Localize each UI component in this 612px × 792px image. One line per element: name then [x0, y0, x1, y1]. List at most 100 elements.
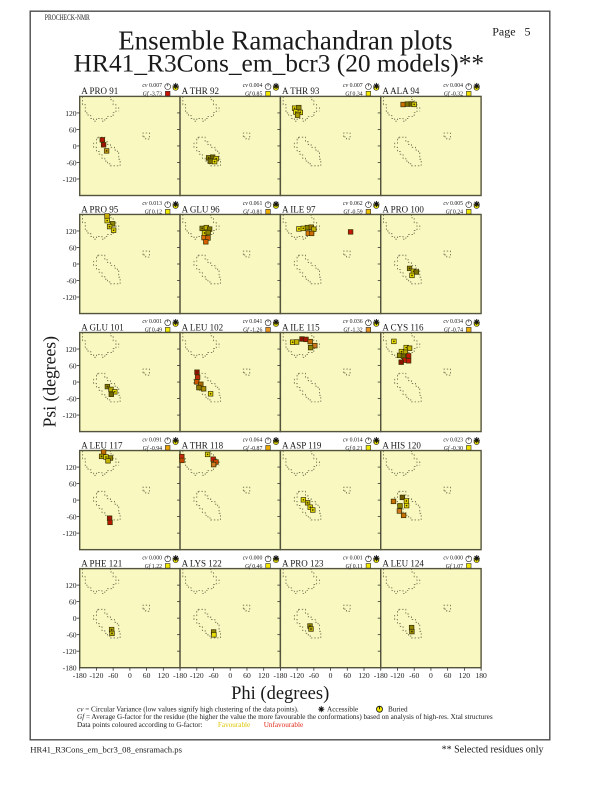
- svg-text:Gf = Average G-factor for the: Gf = Average G-factor for the residue (t…: [77, 713, 493, 721]
- svg-text:A PRO 123: A PRO 123: [282, 558, 324, 568]
- svg-text:-180: -180: [63, 664, 77, 673]
- svg-text:Gf -0.59: Gf -0.59: [343, 209, 362, 216]
- svg-text:-180: -180: [73, 671, 87, 680]
- svg-text:cv 0.001: cv 0.001: [142, 319, 162, 325]
- svg-text:-120: -120: [290, 671, 304, 680]
- svg-text:cv 0.091: cv 0.091: [142, 437, 162, 443]
- svg-text:120: 120: [65, 463, 77, 472]
- svg-text:HR41_R3Cons_em_bcr3 (20 models: HR41_R3Cons_em_bcr3 (20 models)**: [74, 50, 484, 78]
- svg-text:0: 0: [73, 142, 77, 151]
- svg-text:A PRO 91: A PRO 91: [81, 86, 118, 96]
- svg-text:cv 0.064: cv 0.064: [243, 437, 263, 443]
- svg-text:Gf 1.07: Gf 1.07: [446, 563, 464, 570]
- svg-text:Gf -3.73: Gf -3.73: [143, 91, 162, 98]
- svg-text:0: 0: [73, 378, 77, 387]
- svg-text:cv 0.041: cv 0.041: [243, 319, 263, 325]
- svg-text:cv 0.014: cv 0.014: [343, 437, 363, 443]
- svg-text:-60: -60: [108, 671, 118, 680]
- svg-text:-180: -180: [374, 671, 388, 680]
- svg-text:120: 120: [65, 581, 77, 590]
- svg-text:60: 60: [69, 125, 77, 134]
- svg-text:-120: -120: [63, 647, 77, 656]
- svg-text:Gf -0.32: Gf -0.32: [444, 91, 463, 98]
- svg-text:cv 0.013: cv 0.013: [142, 201, 162, 207]
- svg-text:Unfavourable: Unfavourable: [264, 721, 304, 729]
- svg-text:Buried: Buried: [388, 705, 408, 713]
- svg-text:A HIS 120: A HIS 120: [382, 440, 421, 450]
- svg-text:120: 120: [65, 345, 77, 354]
- svg-text:-60: -60: [66, 394, 76, 403]
- svg-text:60: 60: [143, 671, 151, 680]
- svg-text:120: 120: [459, 671, 471, 680]
- svg-text:Ensemble Ramachandran plots: Ensemble Ramachandran plots: [118, 26, 452, 56]
- svg-text:cv = Circular Variance (low va: cv = Circular Variance (low values signi…: [77, 705, 299, 713]
- svg-text:Gf 0.21: Gf 0.21: [345, 445, 363, 452]
- svg-text:A LEU 124: A LEU 124: [382, 558, 424, 568]
- svg-text:cv 0.007: cv 0.007: [343, 83, 363, 89]
- svg-text:Gf 0.85: Gf 0.85: [245, 91, 263, 98]
- svg-text:Psi (degrees): Psi (degrees): [40, 336, 60, 428]
- svg-text:60: 60: [344, 671, 352, 680]
- svg-text:A PHE 121: A PHE 121: [81, 558, 122, 568]
- svg-text:cv 0.001: cv 0.001: [343, 555, 363, 561]
- svg-text:-60: -60: [409, 671, 419, 680]
- svg-text:cv 0.007: cv 0.007: [142, 83, 162, 89]
- svg-text:Phi (degrees): Phi (degrees): [231, 684, 329, 704]
- svg-text:-120: -120: [190, 671, 204, 680]
- svg-text:0: 0: [429, 671, 433, 680]
- svg-text:-120: -120: [391, 671, 405, 680]
- svg-text:0: 0: [73, 614, 77, 623]
- svg-text:Favourable: Favourable: [218, 721, 250, 729]
- svg-text:cv 0.004: cv 0.004: [443, 83, 463, 89]
- svg-text:cv 0.062: cv 0.062: [343, 201, 363, 207]
- svg-text:A THR 92: A THR 92: [182, 86, 219, 96]
- svg-text:cv 0.061: cv 0.061: [243, 201, 263, 207]
- svg-text:Gf -1.26: Gf -1.26: [243, 327, 262, 334]
- svg-text:-120: -120: [63, 175, 77, 184]
- svg-text:-60: -60: [66, 276, 76, 285]
- svg-text:A LEU 102: A LEU 102: [182, 322, 224, 332]
- svg-text:A THR 93: A THR 93: [282, 86, 320, 96]
- svg-text:Gf 0.49: Gf 0.49: [145, 327, 163, 334]
- svg-text:Gf 0.46: Gf 0.46: [245, 563, 263, 570]
- svg-text:Gf 0.11: Gf 0.11: [345, 563, 362, 570]
- svg-text:Data points coloured according: Data points coloured according to G-fact…: [77, 721, 203, 729]
- svg-text:A ILE 115: A ILE 115: [282, 322, 320, 332]
- svg-text:A ASP 119: A ASP 119: [282, 440, 322, 450]
- svg-text:cv 0.005: cv 0.005: [443, 201, 463, 207]
- svg-text:Gf 0.12: Gf 0.12: [145, 209, 163, 216]
- svg-text:60: 60: [243, 671, 251, 680]
- svg-text:60: 60: [69, 243, 77, 252]
- svg-text:-120: -120: [89, 671, 103, 680]
- svg-text:60: 60: [69, 361, 77, 370]
- svg-text:-120: -120: [63, 411, 77, 420]
- svg-text:120: 120: [65, 109, 77, 118]
- svg-text:Gf -1.32: Gf -1.32: [343, 327, 362, 334]
- svg-text:Accessible: Accessible: [327, 705, 358, 713]
- svg-text:A LEU 117: A LEU 117: [81, 440, 123, 450]
- svg-text:-60: -60: [66, 513, 76, 522]
- svg-text:A THR 118: A THR 118: [182, 440, 224, 450]
- svg-text:180: 180: [475, 671, 487, 680]
- svg-text:-180: -180: [273, 671, 287, 680]
- svg-text:Gf -0.74: Gf -0.74: [444, 327, 463, 334]
- svg-text:Gf -0.94: Gf -0.94: [143, 445, 162, 452]
- svg-text:Gf 0.34: Gf 0.34: [345, 91, 363, 98]
- svg-text:** Selected residues only: ** Selected residues only: [442, 745, 544, 756]
- svg-text:0: 0: [329, 671, 333, 680]
- svg-text:Gf 0.24: Gf 0.24: [446, 209, 464, 216]
- svg-text:-120: -120: [63, 529, 77, 538]
- svg-text:Gf -0.30: Gf -0.30: [444, 445, 463, 452]
- svg-text:0: 0: [128, 671, 132, 680]
- svg-text:60: 60: [69, 598, 77, 607]
- svg-text:cv 0.034: cv 0.034: [443, 319, 463, 325]
- svg-text:cv 0.004: cv 0.004: [243, 83, 263, 89]
- svg-text:120: 120: [65, 227, 77, 236]
- svg-text:Gf -0.81: Gf -0.81: [243, 209, 262, 216]
- svg-text:-60: -60: [309, 671, 319, 680]
- svg-text:Page 5: Page 5: [492, 25, 530, 39]
- svg-text:A GLU 96: A GLU 96: [182, 204, 220, 214]
- svg-text:cv 0.000: cv 0.000: [443, 555, 463, 561]
- svg-text:-60: -60: [66, 158, 76, 167]
- svg-text:0: 0: [73, 260, 77, 269]
